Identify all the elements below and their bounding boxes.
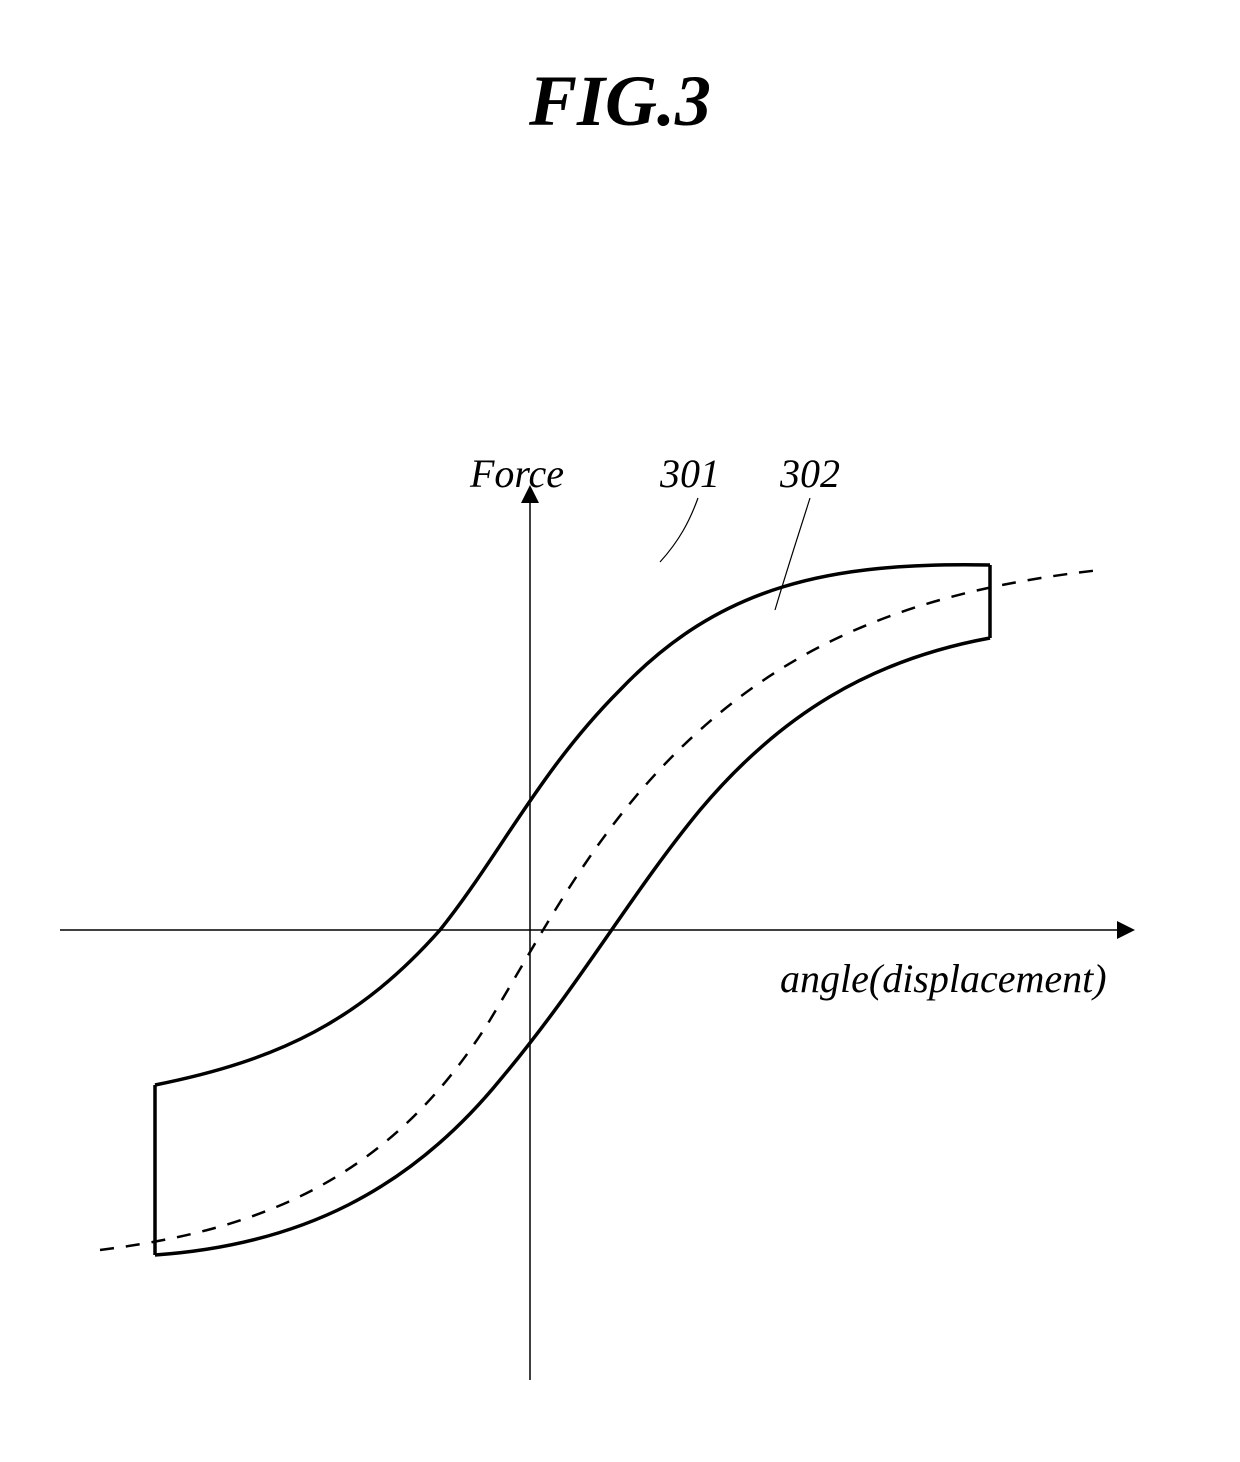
x-axis-label: angle(displacement) <box>780 955 1107 1002</box>
curve-302 <box>100 570 1100 1250</box>
curve-301-upper <box>155 565 990 1085</box>
curve-301-lower <box>155 638 990 1255</box>
leader-301 <box>660 498 698 562</box>
y-axis-label: Force <box>470 450 564 497</box>
callout-302: 302 <box>780 450 840 497</box>
leader-302 <box>775 498 810 610</box>
callout-301: 301 <box>660 450 720 497</box>
chart-svg <box>0 0 1240 1462</box>
